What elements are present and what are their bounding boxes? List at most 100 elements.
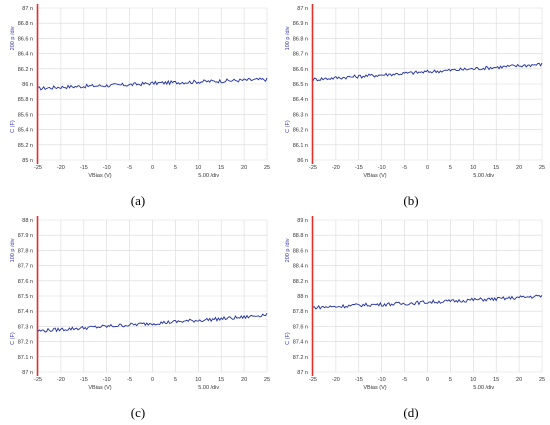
data-point <box>129 84 130 85</box>
x-tick-label: -25 <box>309 377 317 383</box>
y-tick-label: 87.3 n <box>18 324 33 330</box>
y-tick-label: 85.6 n <box>18 112 33 118</box>
data-point <box>404 73 405 74</box>
x-tick-label: 5 <box>449 377 452 383</box>
chart-panel-b: 87 n 86.9 n 86.8 n 86.7 n 86.6 n 86.5 n 86.4 n… <box>275 0 550 212</box>
x-tick-label: 20 <box>241 165 247 171</box>
data-point <box>37 330 38 331</box>
y-tick-label: 85 n <box>22 158 33 164</box>
data-point <box>175 321 176 322</box>
y-tick-label: 88.8 n <box>293 233 308 239</box>
x-axis-label: VBias (V) <box>88 173 111 179</box>
data-point <box>450 70 451 71</box>
x-axis-label: VBias (V) <box>363 173 386 179</box>
data-point <box>335 306 336 307</box>
y-tick-label: 87.8 n <box>18 248 33 254</box>
x-tick-label: 25 <box>539 377 545 383</box>
x-tick-label: -5 <box>127 165 132 171</box>
y-axis-label: C (F) <box>285 332 291 345</box>
data-point <box>266 79 267 80</box>
data-point <box>519 65 520 66</box>
y-tick-label: 87.1 n <box>18 355 33 361</box>
chart-a-caption: (a) <box>130 193 146 208</box>
x-tick-label: -20 <box>57 377 65 383</box>
x-tick-label: 10 <box>195 165 201 171</box>
data-point <box>83 86 84 87</box>
chart-c-caption: (c) <box>130 405 146 420</box>
x-axis-div: 5.00 /div <box>473 385 494 391</box>
data-point <box>221 80 222 81</box>
x-tick-label: -15 <box>355 165 363 171</box>
data-point <box>244 80 245 81</box>
data-point <box>381 304 382 305</box>
x-tick-label: 20 <box>516 165 522 171</box>
y-tick-label: 87.6 n <box>18 279 33 285</box>
x-tick-label: -15 <box>80 165 88 171</box>
x-axis-label: VBias (V) <box>88 385 111 391</box>
data-point <box>450 301 451 302</box>
x-tick-label: -20 <box>57 165 65 171</box>
x-tick-label: -10 <box>103 165 111 171</box>
y-axis-div: 200 p /div <box>285 238 291 262</box>
y-axis-div: 200 p /div <box>10 26 16 50</box>
y-tick-label: 88.6 n <box>293 248 308 254</box>
x-tick-label: -25 <box>309 165 317 171</box>
chart-d-caption: (d) <box>403 405 419 420</box>
data-point <box>37 88 38 89</box>
y-tick-label: 86 n <box>22 82 33 88</box>
series-trace <box>37 313 268 333</box>
y-tick-label: 87 n <box>297 370 308 376</box>
data-point <box>106 326 107 327</box>
x-tick-label: 20 <box>516 377 522 383</box>
data-point <box>198 81 199 82</box>
y-tick-label: 86.2 n <box>18 67 33 73</box>
y-tick-label: 85.4 n <box>18 128 33 134</box>
data-point <box>198 320 199 321</box>
y-axis-label: C (F) <box>10 332 16 345</box>
x-tick-label: -10 <box>378 377 386 383</box>
y-axis-div: 100 p /div <box>285 26 291 50</box>
y-tick-label: 87.8 n <box>293 309 308 315</box>
y-tick-label: 86.8 n <box>18 21 33 27</box>
data-point <box>541 64 542 65</box>
y-tick-label: 88.2 n <box>293 279 308 285</box>
x-tick-label: -5 <box>402 165 407 171</box>
chart-b-svg: 87 n 86.9 n 86.8 n 86.7 n 86.6 n 86.5 n 86.4 n… <box>285 4 545 179</box>
x-axis-div: 5.00 /div <box>198 385 219 391</box>
y-tick-label: 86 n <box>297 158 308 164</box>
x-tick-label: -10 <box>378 165 386 171</box>
x-tick-label: -10 <box>103 377 111 383</box>
x-tick-label: -5 <box>402 377 407 383</box>
y-tick-label: 86.8 n <box>293 36 308 42</box>
y-tick-label: 87.2 n <box>18 340 33 346</box>
data-point <box>541 295 542 296</box>
series-trace <box>312 294 543 310</box>
y-tick-label: 86.6 n <box>293 67 308 73</box>
x-tick-label: 15 <box>218 377 224 383</box>
x-tick-label: -20 <box>332 165 340 171</box>
x-tick-label: -20 <box>332 377 340 383</box>
data-point <box>404 303 405 304</box>
x-tick-label: 5 <box>174 165 177 171</box>
chart-panel-a: 87 n 86.8 n 86.6 n 86.4 n 86.2 n 86 n 85.8 n 85… <box>0 0 275 212</box>
data-point <box>427 71 428 72</box>
y-tick-label: 87.4 n <box>18 309 33 315</box>
x-tick-label: 0 <box>426 165 429 171</box>
data-point <box>221 318 222 319</box>
y-tick-label: 87.6 n <box>293 324 308 330</box>
data-point <box>244 317 245 318</box>
y-axis-label: C (F) <box>285 120 291 133</box>
chart-c-svg: 88 n 87.9 n 87.8 n 87.7 n 87.6 n 87.5 n 87.4 n… <box>10 216 270 391</box>
chart-d-svg: 89 n 88.8 n 88.6 n 88.4 n 88.2 n 88 n 87.8 n 87… <box>285 216 545 391</box>
chart-b-caption: (b) <box>403 193 419 208</box>
y-tick-label: 87 n <box>297 6 308 12</box>
data-point <box>152 323 153 324</box>
y-tick-label: 87.4 n <box>293 340 308 346</box>
data-point <box>381 74 382 75</box>
x-tick-label: -15 <box>355 377 363 383</box>
x-tick-label: 0 <box>426 377 429 383</box>
data-point <box>496 298 497 299</box>
x-tick-label: 10 <box>470 165 476 171</box>
data-point <box>106 85 107 86</box>
y-tick-label: 88.4 n <box>293 264 308 270</box>
